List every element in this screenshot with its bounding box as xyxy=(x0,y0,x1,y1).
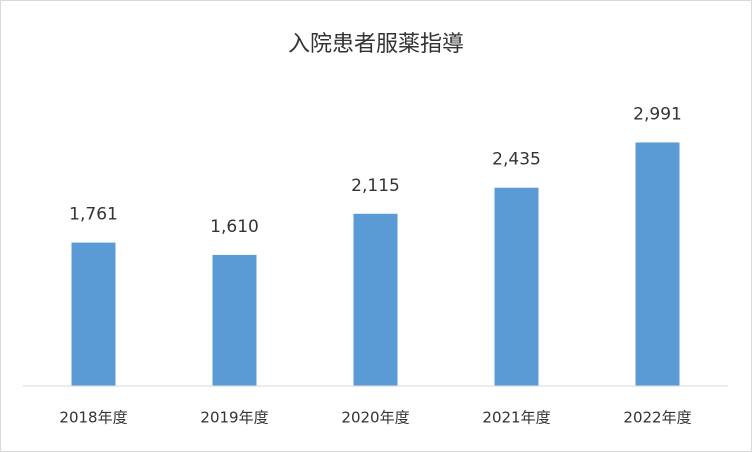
data-label: 2,115 xyxy=(351,176,400,196)
x-tick-label: 2018年度 xyxy=(59,409,127,427)
x-tick-label: 2022年度 xyxy=(623,409,691,427)
bar xyxy=(494,187,539,386)
x-tick-label: 2020年度 xyxy=(341,409,409,427)
x-tick-label: 2021年度 xyxy=(482,409,550,427)
data-label: 1,761 xyxy=(69,205,118,225)
chart-title: 入院患者服薬指導 xyxy=(288,32,464,57)
bar xyxy=(71,242,116,386)
bar xyxy=(353,213,398,386)
bar xyxy=(635,142,680,386)
data-label: 1,610 xyxy=(210,217,259,237)
data-label: 2,435 xyxy=(492,150,541,170)
x-tick-label: 2019年度 xyxy=(200,409,268,427)
bar xyxy=(212,254,257,386)
data-label: 2,991 xyxy=(633,104,682,124)
